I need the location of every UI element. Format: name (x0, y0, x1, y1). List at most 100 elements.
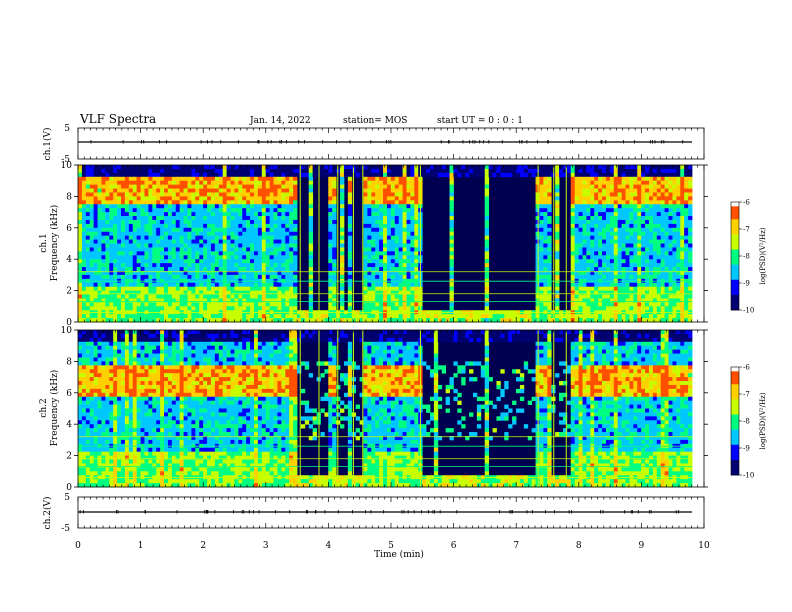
spectrogram-cell (688, 227, 693, 233)
spectrogram-cell (402, 168, 407, 174)
spectrogram-cell (253, 168, 259, 174)
spectrogram-cell (383, 196, 388, 201)
spectrogram-cell (156, 302, 161, 307)
spectrogram-cell (656, 302, 662, 307)
spectrogram-cell (105, 227, 110, 233)
spectrogram-cell (578, 227, 583, 233)
spectrogram-cell (386, 302, 392, 307)
spectrogram-cell (242, 286, 247, 292)
spectrogram-cell (269, 192, 274, 197)
spectrogram-cell (203, 172, 208, 178)
spectrogram-cell (586, 200, 591, 205)
spectrogram-cell (199, 168, 204, 174)
spectrogram-cell (543, 259, 548, 264)
spectrogram-cell (472, 165, 478, 170)
spectrogram-cell (140, 172, 145, 178)
spectrogram-cell (187, 231, 192, 237)
spectrogram-cell (136, 227, 141, 233)
spectrogram-cell (508, 314, 513, 319)
spectrogram-cell (175, 219, 181, 225)
spectrogram-cell (226, 204, 231, 209)
spectrogram-cell (226, 255, 231, 260)
spectrogram-cell (78, 365, 83, 370)
spectrogram-cell (484, 227, 490, 233)
spectrogram-cell (293, 184, 298, 189)
spectrogram-cell (199, 188, 204, 193)
spectrogram-cell (652, 259, 658, 264)
spectrogram-cell (203, 184, 208, 189)
spectrogram-cell (672, 255, 677, 260)
spectrogram-cell (449, 235, 454, 240)
spectrogram-cell (539, 208, 544, 213)
spectrogram-cell (641, 208, 646, 213)
spectrogram-cell (144, 168, 149, 174)
spectrogram-cell (629, 235, 634, 240)
spectrogram-cell (273, 208, 278, 213)
spectrogram-cell (613, 219, 619, 225)
spectrogram-cell (383, 259, 388, 264)
spectrogram-cell (167, 302, 173, 307)
spectrogram-cell (375, 235, 380, 240)
spectrogram-cell (527, 168, 533, 174)
spectrogram-cell (281, 259, 286, 264)
spectrogram-cell (633, 263, 638, 268)
spectrogram-cell (328, 298, 333, 303)
spectrogram-cell (375, 180, 380, 186)
spectrogram-cell (367, 172, 372, 178)
spectrogram-cell (398, 255, 403, 260)
spectrogram-cell (101, 227, 106, 233)
spectrogram-cell (500, 172, 505, 178)
spectrogram-cell (656, 282, 662, 288)
spectrogram-cell (128, 314, 134, 319)
spectrogram-cell (367, 282, 372, 288)
spectrogram-cell (218, 286, 224, 292)
spectrogram-cell (555, 216, 560, 221)
spectrogram-cell (148, 263, 153, 268)
spectrogram-cell (633, 314, 638, 319)
spectrogram-cell (347, 231, 353, 237)
spectrogram-cell (664, 208, 669, 213)
spectrogram-cell (621, 192, 626, 197)
spectrogram-cell (93, 247, 98, 252)
spectrogram-cell (676, 286, 681, 292)
spectrogram-cell (664, 204, 669, 209)
spectrogram-cell (363, 243, 368, 248)
spectrogram-cell (124, 255, 130, 260)
spectrogram-cell (250, 282, 255, 288)
spectrogram-cell (269, 172, 274, 178)
spectrogram-cell (97, 204, 102, 209)
spectrogram-cell (578, 200, 583, 205)
spectrogram-cell (340, 168, 345, 174)
spectrogram-cell (664, 290, 669, 295)
spectrogram-cell (195, 255, 200, 260)
spectrogram-cell (222, 302, 228, 307)
spectrogram-cell (625, 227, 630, 233)
spectrogram-cell (308, 231, 314, 237)
spectrogram-cell (308, 267, 314, 272)
spectrogram-cell (340, 290, 345, 295)
spectrogram-cell (93, 204, 98, 209)
spectrogram-cell (160, 227, 165, 233)
spectrogram-cell (297, 172, 302, 178)
spectrogram-cell (590, 274, 595, 280)
spectrogram-cell (156, 216, 161, 221)
spectrogram-cell (484, 274, 490, 280)
spectrogram-cell (645, 227, 650, 233)
spectrogram-cell (590, 231, 595, 237)
spectrogram-cell (449, 180, 454, 186)
spectrogram-cell (93, 192, 98, 197)
spectrogram-cell (312, 172, 317, 178)
spectrogram-cell (390, 270, 396, 276)
spectrogram-cell (105, 282, 110, 288)
spectrogram-cell (422, 172, 427, 178)
spectrogram-cell (226, 223, 231, 229)
spectrogram-cell (117, 223, 122, 229)
spectrogram-cell (582, 184, 587, 189)
spectrogram-cell (183, 180, 188, 186)
spectrogram-cell (547, 270, 552, 276)
spectrogram-cell (281, 192, 286, 197)
spectrogram-cell (121, 168, 126, 174)
spectrogram-cell (586, 231, 591, 237)
spectrogram-cell (566, 314, 572, 319)
spectrogram-cell (555, 302, 560, 307)
